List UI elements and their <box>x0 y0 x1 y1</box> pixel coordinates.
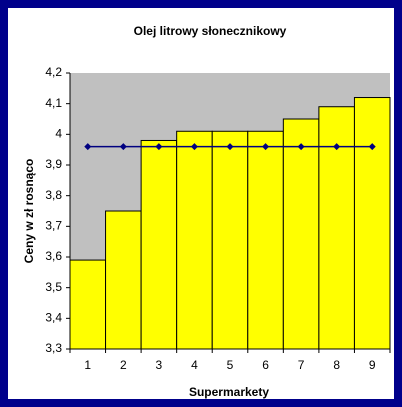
bar <box>105 210 142 350</box>
bar <box>353 97 391 350</box>
y-axis-label: Ceny w zł rosnąco <box>22 159 36 264</box>
x-tick-label: 3 <box>156 358 163 372</box>
bar <box>247 130 284 350</box>
y-tick-label: 3,8 <box>45 188 62 202</box>
x-tick-label: 9 <box>369 358 376 372</box>
x-tick-label: 7 <box>298 358 305 372</box>
y-tick-label: 3,5 <box>45 280 62 294</box>
chart-title: Olej litrowy słonecznikowy <box>134 24 287 38</box>
y-tick-label: 4,1 <box>45 96 62 110</box>
bar <box>176 130 213 350</box>
x-axis-label: Supermarkety <box>189 385 269 399</box>
marker <box>297 143 305 151</box>
y-tick-label: 3,7 <box>45 219 62 233</box>
x-tick-label: 1 <box>84 358 91 372</box>
bar <box>211 130 249 350</box>
x-tick-label: 6 <box>262 358 269 372</box>
marker <box>190 143 198 151</box>
bar <box>282 118 320 350</box>
marker <box>119 143 127 151</box>
marker <box>262 143 270 151</box>
y-tick-label: 4,2 <box>45 65 62 79</box>
y-tick-label: 3,6 <box>45 249 62 263</box>
x-tick-label: 8 <box>333 358 340 372</box>
x-tick-label: 2 <box>120 358 127 372</box>
marker <box>84 143 92 151</box>
bar <box>140 139 178 350</box>
x-tick-label: 4 <box>191 358 198 372</box>
y-tick-label: 3,9 <box>45 157 62 171</box>
y-tick-label: 3,4 <box>45 311 62 325</box>
marker <box>368 143 376 151</box>
bar <box>69 259 107 350</box>
bar <box>318 106 355 350</box>
y-tick-label: 4 <box>55 127 62 141</box>
marker <box>333 143 341 151</box>
marker <box>155 143 163 151</box>
y-tick-label: 3,3 <box>45 341 62 355</box>
marker <box>226 143 234 151</box>
x-tick-label: 5 <box>227 358 234 372</box>
